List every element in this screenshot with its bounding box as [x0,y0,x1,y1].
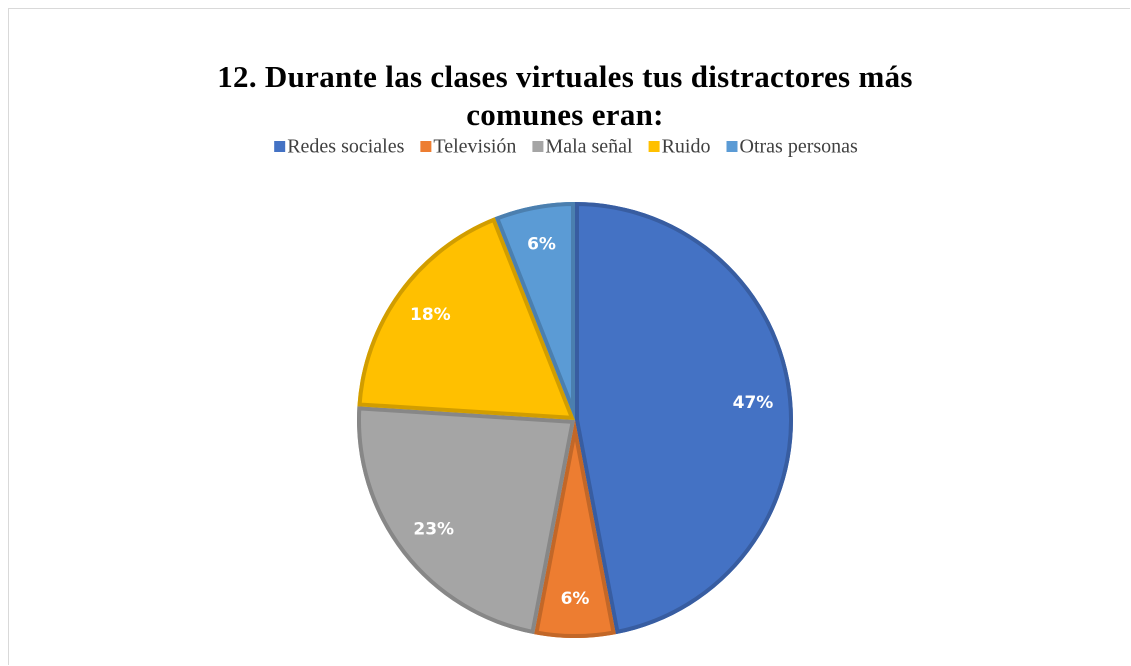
pie-slice [575,202,793,635]
legend-label: Redes sociales [287,136,404,158]
legend-label: Otras personas [740,136,859,158]
value-label: 47% [733,393,774,413]
legend-label: Ruido [662,136,711,158]
value-label: 18% [410,305,451,325]
pie-slice-border [575,202,793,635]
pie-slice [357,406,575,635]
legend-swatch [648,141,660,152]
pie-slice-border [357,217,575,420]
pie-slice [534,420,616,638]
legend-swatch [532,141,544,152]
legend-label: Mala señal [545,136,633,158]
value-label: 23% [413,520,454,540]
value-label: 6% [561,589,590,609]
value-label: 6% [527,234,556,254]
chart-title: 12. Durante las clases virtuales tus dis… [217,59,913,132]
legend-swatch [420,141,432,152]
legend-swatch [726,141,738,152]
pie-slice [357,217,575,420]
legend-swatch [274,141,286,152]
legend-label: Televisión [433,136,516,158]
pie-slice-border [494,202,575,420]
chart-frame [8,8,1130,665]
